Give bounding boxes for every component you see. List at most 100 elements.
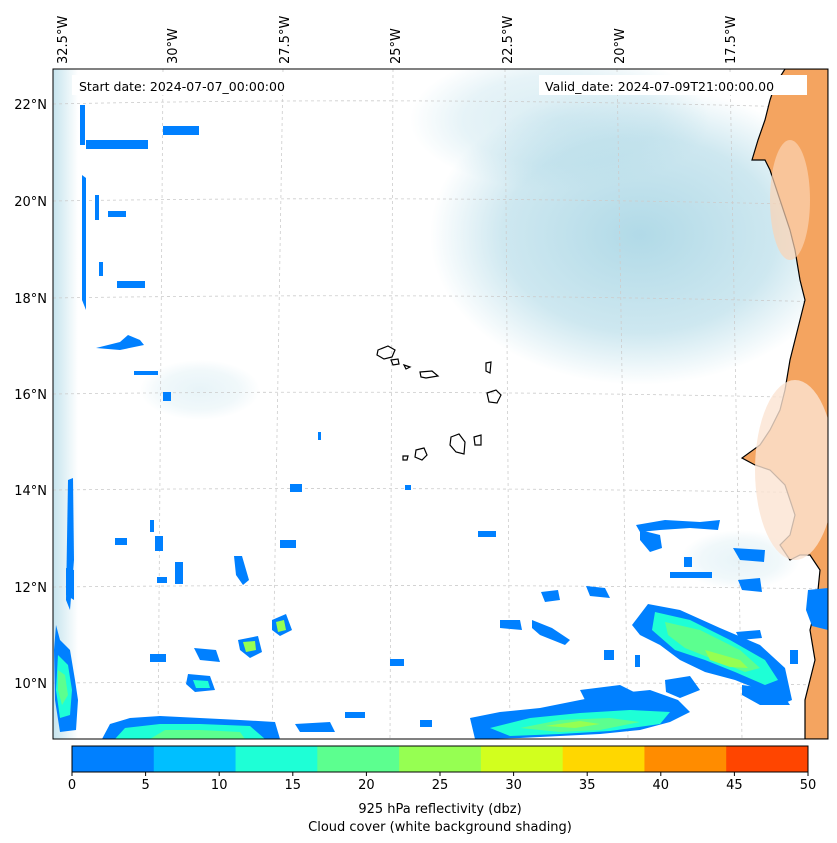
land-cloud-tint	[770, 140, 810, 260]
lat-label: 18°N	[14, 292, 47, 307]
reflectivity-cell	[420, 720, 432, 727]
reflectivity-cell	[742, 685, 790, 705]
lon-label: 20°W	[613, 28, 628, 64]
colorbar-tick-label: 0	[68, 778, 76, 793]
reflectivity-cell	[405, 485, 411, 490]
reflectivity-cell	[163, 392, 171, 401]
lon-label: 27.5°W	[278, 16, 293, 64]
lat-label: 20°N	[14, 195, 47, 210]
land-cloud-tint	[755, 380, 828, 560]
reflectivity-cell	[80, 105, 85, 145]
lon-label: 22.5°W	[501, 16, 516, 64]
reflectivity-cell	[290, 484, 302, 492]
map-frame	[52, 68, 829, 740]
reflectivity-cell	[193, 680, 210, 688]
reflectivity-cell	[545, 721, 600, 728]
reflectivity-cell	[604, 650, 614, 660]
reflectivity-cell	[155, 536, 163, 551]
reflectivity-cell	[150, 520, 154, 532]
reflectivity-cell	[580, 685, 640, 700]
reflectivity-cell	[500, 620, 522, 630]
reflectivity-cell	[806, 588, 828, 630]
reflectivity-cell	[345, 712, 365, 718]
reflectivity-cell	[117, 281, 145, 288]
lon-label: 32.5°W	[56, 16, 71, 64]
reflectivity-cell	[705, 650, 748, 668]
reflectivity-cell	[82, 175, 86, 310]
colorbar-tick-label: 10	[211, 778, 228, 793]
lon-label: 17.5°W	[724, 16, 739, 64]
reflectivity-cell	[280, 540, 296, 548]
reflectivity-cell	[86, 140, 148, 149]
lon-label: 30°W	[166, 28, 181, 64]
reflectivity-contours	[54, 105, 828, 739]
reflectivity-cell	[243, 641, 256, 652]
colorbar-tick-label: 20	[358, 778, 375, 793]
colorbar-label: 925 hPa reflectivity (dbz)	[358, 802, 521, 817]
cloud-patch	[140, 360, 260, 420]
valid-date-box	[539, 75, 807, 95]
colorbar-segment	[317, 746, 400, 772]
reflectivity-cell	[175, 562, 183, 584]
reflectivity-cell	[790, 650, 798, 664]
colorbar-segment	[399, 746, 482, 772]
reflectivity-cell	[99, 262, 103, 276]
reflectivity-cell	[665, 676, 700, 698]
cloud-region-w	[53, 69, 78, 739]
latitude-labels: 22°N 20°N 18°N 16°N 14°N 12°N 10°N	[14, 98, 47, 692]
map-area: Start date: 2024-07-07_00:00:00 Valid_da…	[53, 69, 828, 739]
reflectivity-cell	[150, 730, 245, 739]
reflectivity-cell	[115, 538, 127, 545]
reflectivity-cell	[736, 630, 762, 640]
start-date-box	[72, 75, 312, 95]
reflectivity-cell	[66, 568, 74, 600]
colorbar-segment	[153, 746, 237, 772]
colorbar-tick-label: 15	[285, 778, 302, 793]
reflectivity-cell	[586, 586, 610, 598]
lat-label: 14°N	[14, 484, 47, 499]
reflectivity-cell	[163, 126, 199, 135]
lon-label: 25°W	[389, 28, 404, 64]
colorbar-tick-label: 45	[726, 778, 743, 793]
colorbar-segment	[235, 746, 318, 772]
reflectivity-cell	[635, 655, 640, 667]
reflectivity-cell	[134, 371, 158, 375]
reflectivity-cell	[733, 548, 765, 562]
reflectivity-cell	[738, 578, 762, 592]
reflectivity-cell	[640, 530, 662, 552]
colorbar: 0 5 10 15 20 25 30 35 40 45 50	[68, 745, 817, 793]
reflectivity-cell	[157, 577, 167, 583]
reflectivity-cell	[58, 670, 68, 705]
colorbar-segment	[72, 746, 155, 772]
reflectivity-cell	[532, 620, 570, 645]
reflectivity-cell	[150, 654, 166, 662]
colorbar-segment	[562, 746, 645, 772]
colorbar-tick-label: 35	[579, 778, 596, 793]
colorbar-tick-label: 5	[141, 778, 149, 793]
reflectivity-cell	[194, 648, 220, 662]
lat-label: 12°N	[14, 581, 47, 596]
reflectivity-cell	[95, 195, 99, 220]
cloud-region-n	[410, 69, 710, 190]
cape-verde-islands	[376, 345, 502, 461]
colorbar-segment	[480, 746, 564, 772]
reflectivity-cell	[96, 335, 144, 350]
reflectivity-cell	[541, 590, 560, 602]
colorbar-tick-label: 30	[505, 778, 522, 793]
colorbar-sublabel: Cloud cover (white background shading)	[308, 820, 572, 835]
colorbar-tick-label: 50	[800, 778, 817, 793]
colorbar-tick-label: 25	[432, 778, 449, 793]
lat-label: 10°N	[14, 677, 47, 692]
reflectivity-cell	[318, 432, 321, 440]
colorbar-segment	[726, 746, 809, 772]
colorbar-tick-label: 40	[653, 778, 670, 793]
reflectivity-cell	[478, 531, 496, 537]
lat-label: 22°N	[14, 98, 47, 113]
valid-date-label: Valid_date: 2024-07-09T21:00:00.00	[545, 79, 774, 94]
reflectivity-cell	[636, 520, 720, 532]
reflectivity-cell	[670, 572, 712, 578]
reflectivity-cell	[390, 659, 404, 666]
reflectivity-cell	[684, 557, 692, 567]
reflectivity-cell	[276, 620, 286, 632]
lat-label: 16°N	[14, 388, 47, 403]
